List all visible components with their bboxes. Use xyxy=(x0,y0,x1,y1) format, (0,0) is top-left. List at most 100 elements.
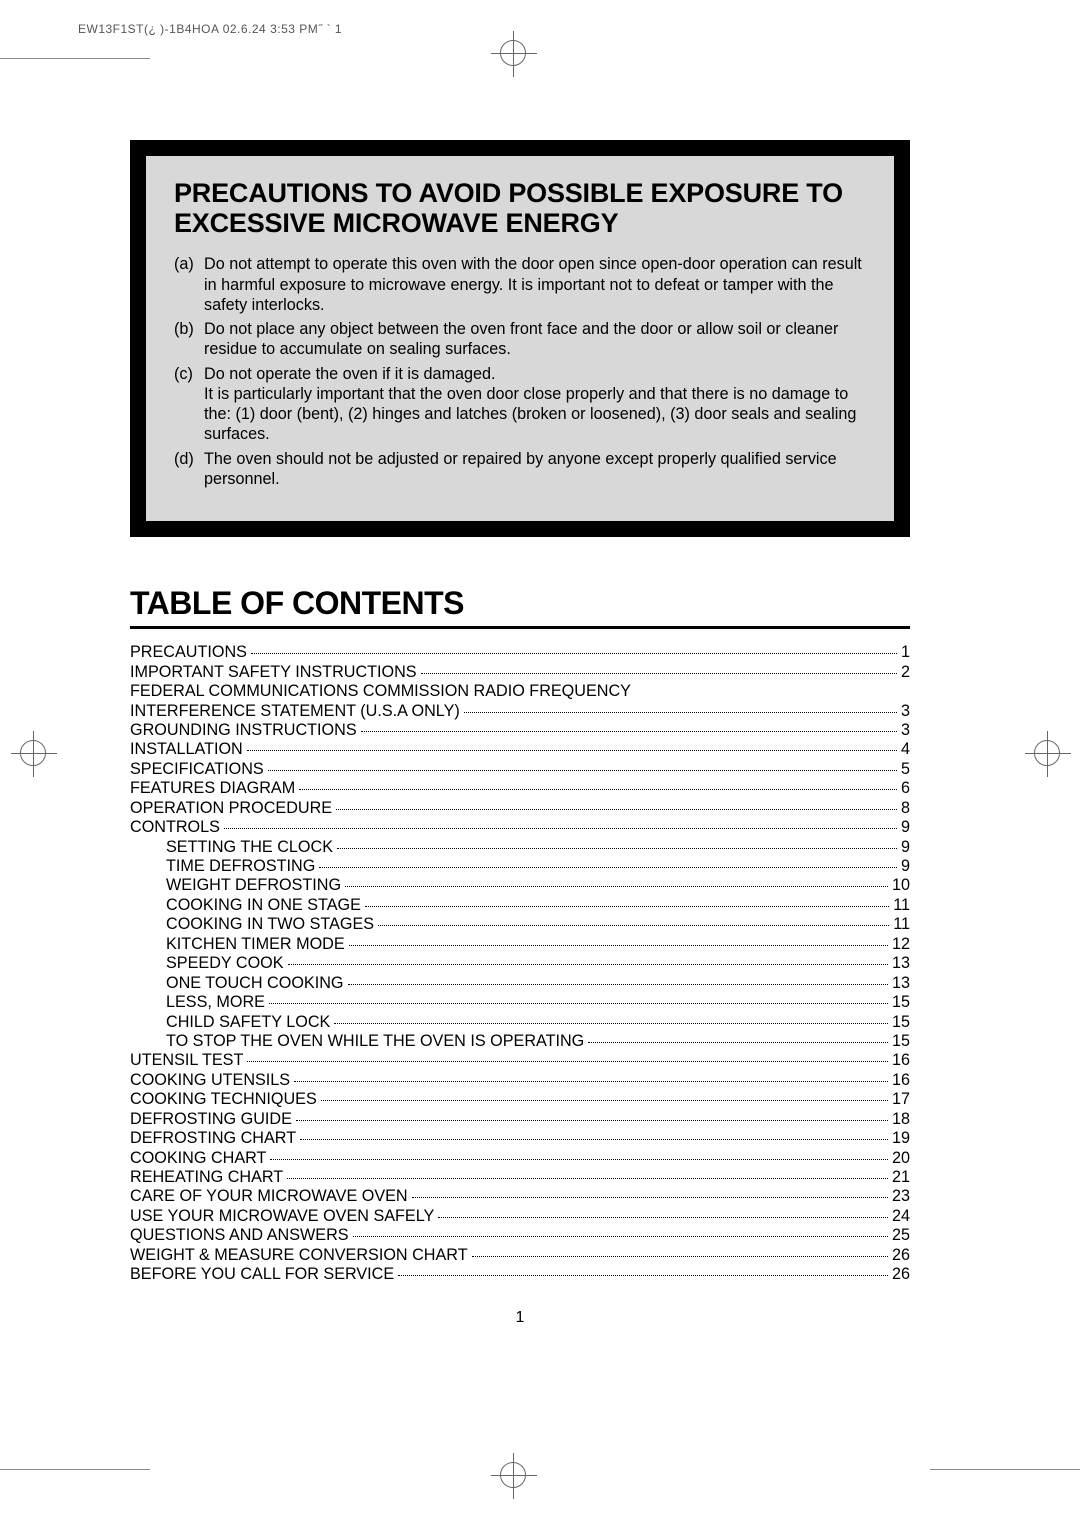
toc-item-title: OPERATION PROCEDURE xyxy=(130,799,332,818)
toc-item-title: IMPORTANT SAFETY INSTRUCTIONS xyxy=(130,663,417,682)
toc-row: WEIGHT DEFROSTING10 xyxy=(130,876,910,895)
toc-item-title: TIME DEFROSTING xyxy=(166,857,315,876)
toc-row: QUESTIONS AND ANSWERS 25 xyxy=(130,1226,910,1245)
toc-item-page: 6 xyxy=(901,779,910,798)
crop-mark xyxy=(0,1469,150,1470)
toc-item-title: USE YOUR MICROWAVE OVEN SAFELY xyxy=(130,1207,434,1226)
toc-item-page: 11 xyxy=(893,915,910,934)
toc-item-page: 1 xyxy=(901,643,910,662)
toc-item-page: 25 xyxy=(892,1226,910,1245)
toc-leader-dots xyxy=(353,1236,888,1237)
toc-item-title: GROUNDING INSTRUCTIONS xyxy=(130,721,357,740)
toc-item-page: 9 xyxy=(901,838,910,857)
toc-leader-dots xyxy=(294,1081,888,1082)
toc-row: COOKING CHART20 xyxy=(130,1149,910,1168)
toc-row: CHILD SAFETY LOCK 15 xyxy=(130,1013,910,1032)
toc-row: DEFROSTING CHART19 xyxy=(130,1129,910,1148)
toc-list: PRECAUTIONS1IMPORTANT SAFETY INSTRUCTION… xyxy=(130,643,910,1284)
toc-row: INTERFERENCE STATEMENT (U.S.A ONLY)3 xyxy=(130,702,910,721)
toc-item-title: KITCHEN TIMER MODE xyxy=(166,935,345,954)
toc-item-title: DEFROSTING GUIDE xyxy=(130,1110,292,1129)
toc-leader-dots xyxy=(288,964,888,965)
toc-item-page: 12 xyxy=(892,935,910,954)
precaution-item: (d)The oven should not be adjusted or re… xyxy=(174,449,866,490)
toc-leader-dots xyxy=(398,1275,888,1276)
toc-item-title: WEIGHT & MEASURE CONVERSION CHART xyxy=(130,1246,468,1265)
toc-leader-dots xyxy=(378,925,889,926)
toc-row: COOKING TECHNIQUES17 xyxy=(130,1090,910,1109)
precaution-text: The oven should not be adjusted or repai… xyxy=(204,449,866,490)
toc-row: PRECAUTIONS1 xyxy=(130,643,910,662)
toc-item-page: 19 xyxy=(892,1129,910,1148)
toc-row: SPECIFICATIONS 5 xyxy=(130,760,910,779)
toc-row: COOKING UTENSILS16 xyxy=(130,1071,910,1090)
toc-leader-dots xyxy=(269,1003,888,1004)
toc-row: BEFORE YOU CALL FOR SERVICE26 xyxy=(130,1265,910,1284)
crop-mark xyxy=(930,1469,1080,1470)
toc-leader-dots xyxy=(319,867,897,868)
toc-item-page: 13 xyxy=(892,954,910,973)
toc-item-title: COOKING IN ONE STAGE xyxy=(166,896,361,915)
toc-item-title: COOKING UTENSILS xyxy=(130,1071,290,1090)
toc-row: COOKING IN TWO STAGES11 xyxy=(130,915,910,934)
toc-leader-dots xyxy=(365,906,889,907)
precaution-label: (c) xyxy=(174,364,204,445)
toc-row: WEIGHT & MEASURE CONVERSION CHART 26 xyxy=(130,1246,910,1265)
toc-item-page: 3 xyxy=(901,702,910,721)
toc-item-title: QUESTIONS AND ANSWERS xyxy=(130,1226,349,1245)
toc-leader-dots xyxy=(247,1061,888,1062)
toc-item-title: SPECIFICATIONS xyxy=(130,760,264,779)
toc-section: TABLE OF CONTENTS PRECAUTIONS1IMPORTANT … xyxy=(130,585,910,1284)
toc-row: OPERATION PROCEDURE 8 xyxy=(130,799,910,818)
toc-leader-dots xyxy=(334,1023,888,1024)
toc-item-page: 3 xyxy=(901,721,910,740)
toc-item-page: 8 xyxy=(901,799,910,818)
precaution-text: Do not attempt to operate this oven with… xyxy=(204,254,866,315)
precautions-title: PRECAUTIONS TO AVOID POSSIBLE EXPOSURE T… xyxy=(174,178,866,238)
toc-item-page: 5 xyxy=(901,760,910,779)
toc-leader-dots xyxy=(247,750,897,751)
toc-row: CARE OF YOUR MICROWAVE OVEN23 xyxy=(130,1187,910,1206)
toc-item-page: 15 xyxy=(892,1013,910,1032)
toc-leader-dots xyxy=(421,673,897,674)
registration-mark-top xyxy=(500,40,526,66)
toc-leader-dots xyxy=(336,809,897,810)
toc-item-title: SPEEDY COOK xyxy=(166,954,284,973)
toc-row: SPEEDY COOK 13 xyxy=(130,954,910,973)
toc-leader-dots xyxy=(472,1256,888,1257)
precautions-frame: PRECAUTIONS TO AVOID POSSIBLE EXPOSURE T… xyxy=(130,140,910,537)
toc-leader-dots xyxy=(251,653,897,654)
toc-item-title: REHEATING CHART xyxy=(130,1168,283,1187)
toc-leader-dots xyxy=(299,789,897,790)
toc-item-page: 15 xyxy=(892,1032,910,1051)
toc-row: FEDERAL COMMUNICATIONS COMMISSION RADIO … xyxy=(130,682,910,701)
page-number: 1 xyxy=(130,1309,910,1327)
toc-leader-dots xyxy=(349,945,888,946)
registration-mark-bottom xyxy=(500,1462,526,1488)
precaution-item: (c)Do not operate the oven if it is dama… xyxy=(174,364,866,445)
toc-row: INSTALLATION4 xyxy=(130,740,910,759)
toc-item-page: 26 xyxy=(892,1246,910,1265)
precaution-text: Do not operate the oven if it is damaged… xyxy=(204,364,866,445)
toc-item-title: CHILD SAFETY LOCK xyxy=(166,1013,330,1032)
toc-item-title: FEATURES DIAGRAM xyxy=(130,779,295,798)
toc-row: REHEATING CHART21 xyxy=(130,1168,910,1187)
toc-item-title: COOKING CHART xyxy=(130,1149,266,1168)
toc-item-title: COOKING TECHNIQUES xyxy=(130,1090,317,1109)
toc-item-title: BEFORE YOU CALL FOR SERVICE xyxy=(130,1265,394,1284)
precautions-box: PRECAUTIONS TO AVOID POSSIBLE EXPOSURE T… xyxy=(146,156,894,521)
toc-row: TO STOP THE OVEN WHILE THE OVEN IS OPERA… xyxy=(130,1032,910,1051)
toc-item-page: 10 xyxy=(892,876,910,895)
toc-leader-dots xyxy=(345,886,888,887)
toc-leader-dots xyxy=(588,1042,888,1043)
toc-row: IMPORTANT SAFETY INSTRUCTIONS2 xyxy=(130,663,910,682)
toc-item-page: 15 xyxy=(892,993,910,1012)
toc-row: LESS, MORE15 xyxy=(130,993,910,1012)
toc-item-title: CONTROLS xyxy=(130,818,220,837)
precaution-label: (a) xyxy=(174,254,204,315)
toc-leader-dots xyxy=(412,1197,888,1198)
toc-item-page: 4 xyxy=(901,740,910,759)
toc-leader-dots xyxy=(337,848,897,849)
toc-item-page: 9 xyxy=(901,857,910,876)
print-header: EW13F1ST(¿ )-1B4HOA 02.6.24 3:53 PM˝ ` 1 xyxy=(78,22,342,36)
